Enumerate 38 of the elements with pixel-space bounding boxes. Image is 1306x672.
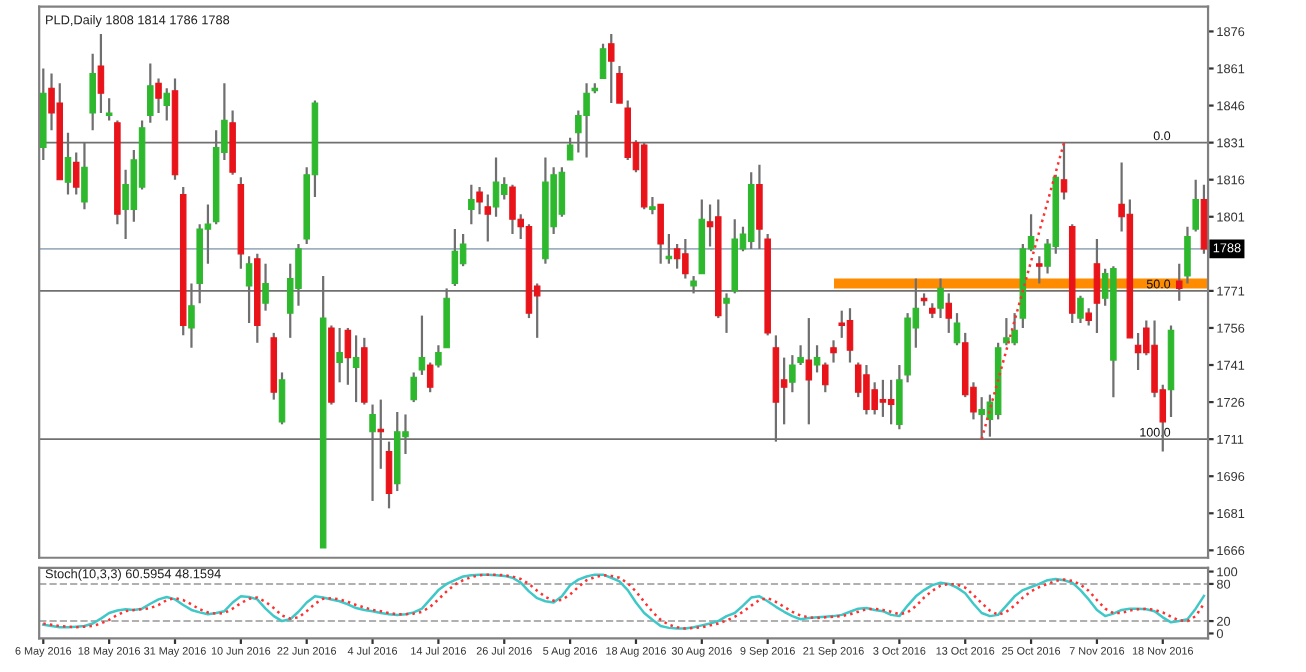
candlestick: [410, 371, 417, 404]
candlestick: [616, 64, 623, 105]
candlestick: [105, 97, 113, 122]
candlestick: [476, 186, 483, 216]
candlestick: [805, 316, 813, 426]
candlestick: [607, 32, 615, 105]
candlestick: [863, 363, 870, 416]
candlestick: [822, 361, 829, 394]
candlestick: [336, 326, 343, 384]
candlestick: [657, 203, 664, 265]
candlestick: [871, 381, 878, 416]
candlestick: [509, 183, 516, 236]
candlestick: [813, 344, 821, 374]
candlestick: [1003, 316, 1010, 347]
candlestick: [344, 326, 352, 386]
candlestick: [682, 237, 689, 280]
candlestick: [278, 371, 286, 426]
candlestick: [484, 193, 492, 243]
candlestick: [846, 307, 854, 364]
candlestick: [468, 183, 475, 226]
candlestick: [147, 62, 154, 124]
candlestick: [155, 77, 162, 115]
candlestick: [418, 314, 426, 377]
candlestick: [673, 242, 681, 270]
candlestick: [97, 32, 105, 115]
candlestick: [830, 339, 837, 364]
line-series: [42, 573, 1206, 630]
candlestick: [451, 228, 459, 288]
candlestick: [89, 52, 96, 132]
candlestick: [1077, 294, 1084, 325]
candlestick: [953, 312, 961, 347]
candlestick: [649, 195, 656, 216]
candlestick: [887, 378, 895, 426]
candlestick: [492, 156, 500, 218]
candlestick: [879, 378, 887, 419]
candlestick: [1036, 255, 1043, 285]
candlestick: [352, 334, 360, 404]
candlestick: [599, 42, 607, 80]
